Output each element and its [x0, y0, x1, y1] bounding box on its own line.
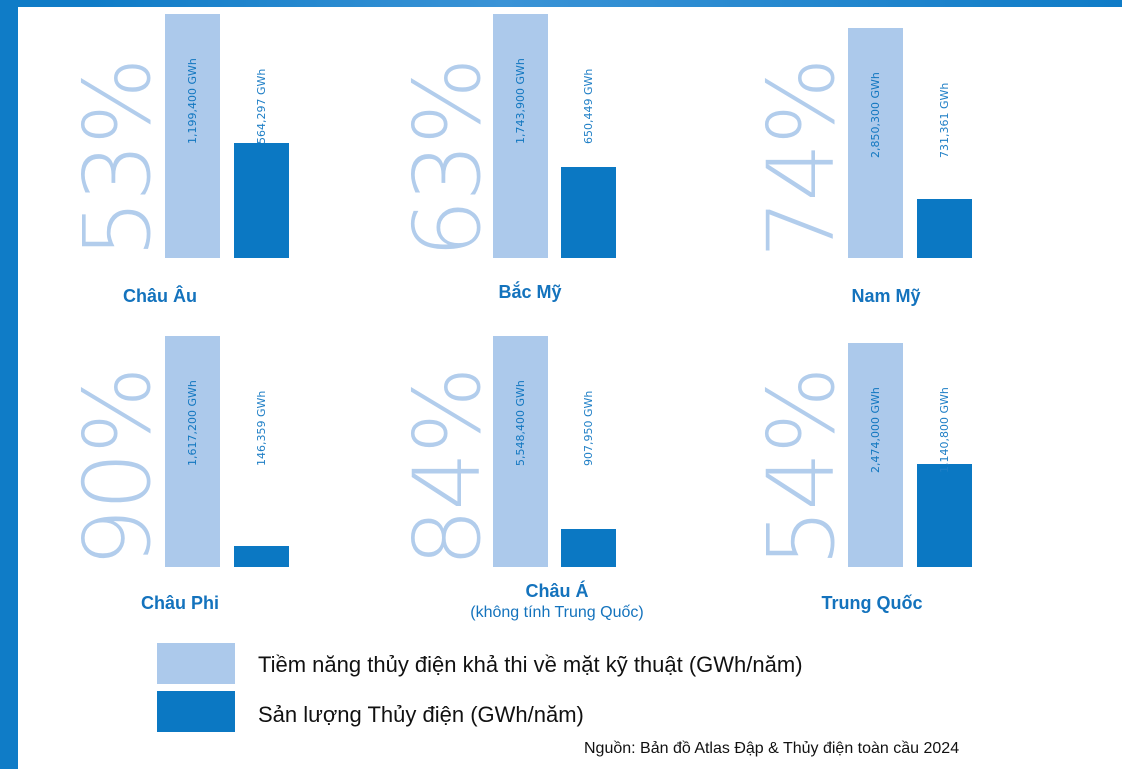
- potential-value-label: 2,474,000 GWh: [869, 387, 882, 473]
- production-bar: [234, 546, 289, 567]
- region-name: Châu Phi: [140, 593, 220, 613]
- production-bar: [561, 529, 616, 567]
- region-name: Nam Mỹ: [851, 286, 921, 306]
- potential-bar: [165, 336, 220, 567]
- potential-value-label: 5,548,400 GWh: [514, 380, 527, 466]
- potential-value-label: 1,617,200 GWh: [186, 380, 199, 466]
- potential-bar: [165, 14, 220, 258]
- legend-label-potential: Tiềm năng thủy điện khả thi về mặt kỹ th…: [258, 652, 803, 677]
- production-value-label: 146,359 GWh: [255, 390, 268, 466]
- production-value-label: 731,361 GWh: [938, 82, 951, 158]
- potential-value-label: 1,743,900 GWh: [514, 58, 527, 144]
- potential-value-label: 1,199,400 GWh: [186, 58, 199, 144]
- potential-bar: [493, 14, 548, 258]
- potential-bar: [493, 336, 548, 567]
- source-note: Nguồn: Bản đồ Atlas Đập & Thủy điện toàn…: [584, 740, 960, 757]
- region-name: Bắc Mỹ: [498, 282, 562, 302]
- production-value-label: 907,950 GWh: [582, 390, 595, 466]
- potential-value-label: 2,850,300 GWh: [869, 72, 882, 158]
- production-value-label: 564,297 GWh: [255, 68, 268, 144]
- percent-label: 84%: [394, 368, 501, 567]
- production-bar: [234, 143, 289, 258]
- production-bar: [917, 199, 972, 258]
- production-bar: [561, 167, 616, 258]
- production-bar: [917, 464, 972, 567]
- potential-bar: [848, 343, 903, 567]
- legend-label-production: Sản lượng Thủy điện (GWh/năm): [258, 702, 584, 727]
- legend-swatch-production: [157, 691, 235, 732]
- region-name: Trung Quốc: [821, 593, 923, 613]
- percent-label: 53%: [64, 59, 171, 258]
- top-border-highlight: [90, 0, 1122, 7]
- percent-label: 74%: [748, 59, 855, 258]
- production-value-label: 650,449 GWh: [582, 68, 595, 144]
- potential-bar: [848, 28, 903, 258]
- region-name: Châu Âu: [123, 286, 197, 306]
- production-value-label: 1,140,800 GWh: [938, 387, 951, 473]
- region-note: (không tính Trung Quốc): [470, 604, 644, 621]
- left-border: [0, 0, 18, 769]
- region-name: Châu Á: [525, 581, 589, 601]
- percent-label: 90%: [64, 368, 171, 567]
- percent-label: 54%: [748, 368, 855, 567]
- percent-label: 63%: [394, 59, 501, 258]
- legend-swatch-potential: [157, 643, 235, 684]
